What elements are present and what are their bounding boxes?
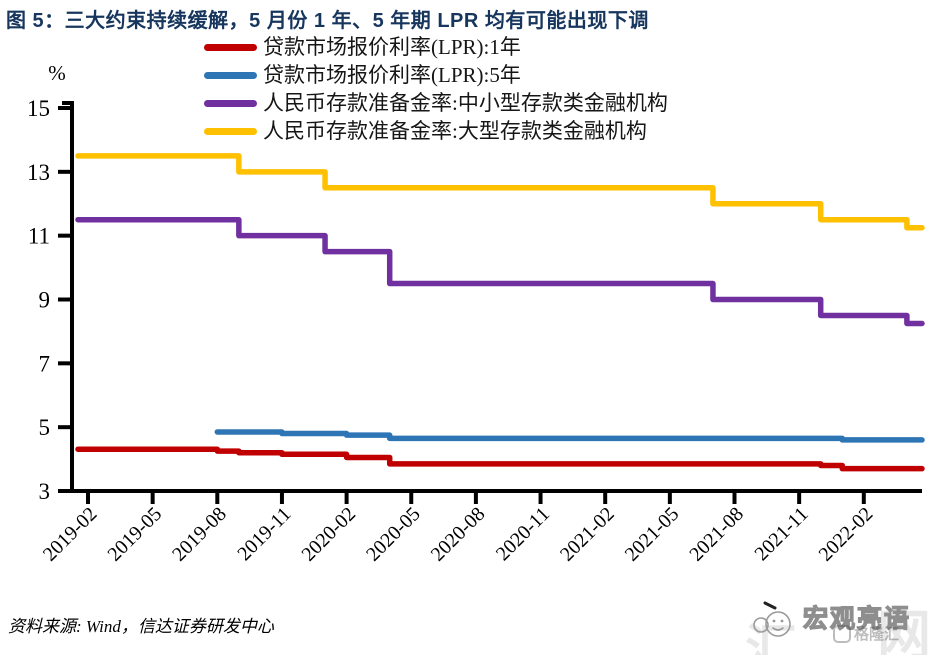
legend-item-4: 人民币存款准备金率:大型存款类金融机构 — [204, 117, 668, 145]
series-line-1 — [75, 446, 925, 472]
y-tick-label: 5 — [39, 415, 51, 440]
x-tick-label: 2021-05 — [621, 503, 684, 566]
y-tick-label: 13 — [27, 160, 50, 185]
legend-label: 人民币存款准备金率:中小型存款类金融机构 — [263, 90, 668, 115]
legend-item-2: 贷款市场报价利率(LPR):5年 — [204, 61, 668, 89]
legend-swatch — [204, 71, 257, 79]
x-tick-label: 2020-02 — [297, 503, 360, 566]
source-note: 资料来源: Wind，信达证券研发中心 — [8, 617, 274, 636]
x-tick-label: 2021-08 — [685, 503, 748, 566]
x-tick-label: 2022-02 — [815, 503, 878, 566]
x-tick-label: 2021-11 — [751, 503, 813, 565]
y-tick-label: 7 — [39, 351, 51, 376]
legend-item-1: 贷款市场报价利率(LPR):1年 — [204, 33, 668, 61]
legend-swatch — [204, 43, 257, 51]
legend-item-3: 人民币存款准备金率:中小型存款类金融机构 — [204, 89, 668, 117]
legend-label: 贷款市场报价利率(LPR):1年 — [263, 34, 521, 59]
series-line-3 — [75, 216, 925, 327]
watermark-brand-text: 宏观亮语 — [802, 605, 912, 633]
legend-swatch — [204, 99, 257, 107]
series-line-2 — [214, 429, 925, 443]
x-tick-label: 2019-05 — [103, 503, 166, 566]
figure-title: 图 5：三大约束持续缓解，5 月份 1 年、5 年期 LPR 均有可能出现下调 — [6, 10, 649, 32]
x-tick-label: 2019-08 — [168, 503, 231, 566]
x-tick-label: 2019-02 — [39, 503, 102, 566]
watermark-corner-logo: 格隆汇 — [833, 623, 899, 644]
series-line-4 — [75, 153, 925, 231]
x-tick-label: 2020-05 — [362, 503, 425, 566]
x-tick-label: 2020-11 — [492, 503, 554, 565]
watermark: 汇 网 宏观亮语 格隆汇 — [735, 585, 928, 655]
y-tick-label: 11 — [28, 224, 50, 249]
corner-logo-text: 格隆汇 — [854, 626, 900, 643]
legend-label: 人民币存款准备金率:大型存款类金融机构 — [263, 118, 647, 143]
y-axis-unit-label: % — [48, 61, 66, 85]
y-tick-label: 15 — [27, 96, 50, 121]
legend-swatch — [204, 127, 257, 135]
chart-legend: 贷款市场报价利率(LPR):1年 贷款市场报价利率(LPR):5年人民币存款准备金… — [204, 33, 668, 145]
watermark-site-char-right: 网 — [877, 606, 928, 655]
x-tick-label: 2020-08 — [427, 503, 490, 566]
y-tick-label: 3 — [39, 479, 51, 504]
mascot-face-icon — [753, 601, 791, 637]
y-axis-ticks: 3 5 7 9 11 13 15 — [27, 96, 72, 504]
y-tick-label: 9 — [39, 288, 51, 313]
corner-logo-box-icon — [833, 624, 851, 643]
x-tick-label: 2021-02 — [556, 503, 619, 566]
x-axis-ticks: 2019-02 2019-05 2019-08 2019-11 2020-02 2020-… — [39, 491, 878, 566]
legend-label: 贷款市场报价利率(LPR):5年 — [263, 62, 521, 87]
x-tick-label: 2019-11 — [233, 503, 295, 565]
